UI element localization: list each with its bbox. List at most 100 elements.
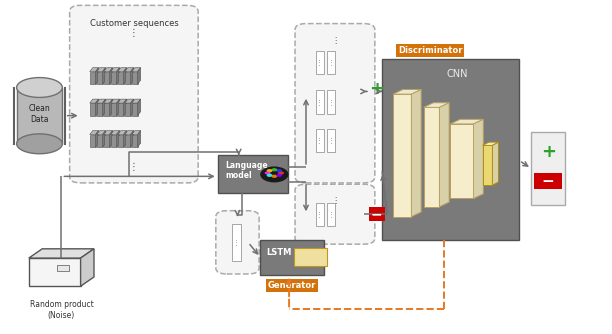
Text: Customer sequences: Customer sequences — [89, 19, 178, 28]
Circle shape — [264, 171, 271, 175]
Polygon shape — [110, 131, 113, 147]
Polygon shape — [483, 142, 499, 146]
Circle shape — [267, 174, 272, 177]
Bar — [118, 103, 124, 116]
Bar — [369, 207, 384, 221]
Bar — [132, 135, 138, 147]
Bar — [316, 91, 324, 114]
Bar — [58, 265, 69, 271]
Polygon shape — [118, 131, 127, 135]
Polygon shape — [103, 67, 105, 84]
Circle shape — [276, 174, 282, 177]
Text: ⋮: ⋮ — [129, 28, 139, 38]
Bar — [132, 71, 138, 84]
Bar — [17, 88, 62, 144]
Polygon shape — [116, 99, 119, 116]
Polygon shape — [138, 67, 141, 84]
Bar — [125, 71, 130, 84]
Ellipse shape — [17, 134, 62, 154]
Text: ⋮: ⋮ — [328, 59, 335, 65]
Bar — [393, 94, 411, 217]
Circle shape — [261, 167, 288, 182]
FancyBboxPatch shape — [216, 211, 259, 274]
Polygon shape — [124, 131, 127, 147]
Bar — [327, 129, 335, 152]
Bar — [327, 203, 335, 226]
Polygon shape — [104, 99, 113, 103]
Polygon shape — [110, 99, 113, 116]
Bar — [97, 103, 103, 116]
Text: −: − — [371, 207, 382, 221]
Text: ⋮: ⋮ — [129, 162, 139, 172]
Polygon shape — [439, 103, 449, 207]
Polygon shape — [103, 99, 105, 116]
Polygon shape — [116, 131, 119, 147]
Text: Language
model: Language model — [225, 161, 267, 180]
Polygon shape — [116, 67, 119, 84]
Bar — [90, 135, 95, 147]
FancyBboxPatch shape — [295, 184, 375, 244]
Bar — [97, 135, 103, 147]
Text: ⋮: ⋮ — [330, 35, 339, 44]
Text: +: + — [540, 143, 556, 161]
Polygon shape — [132, 99, 141, 103]
Polygon shape — [130, 99, 133, 116]
Polygon shape — [110, 67, 113, 84]
Polygon shape — [104, 67, 113, 71]
Bar — [111, 71, 116, 84]
Polygon shape — [132, 67, 141, 71]
Bar — [450, 124, 474, 198]
Polygon shape — [95, 67, 99, 84]
Polygon shape — [103, 131, 105, 147]
Text: CNN: CNN — [447, 69, 468, 79]
Polygon shape — [90, 67, 99, 71]
FancyBboxPatch shape — [295, 24, 375, 183]
Text: ⋮: ⋮ — [316, 99, 323, 105]
Polygon shape — [81, 249, 94, 286]
Polygon shape — [393, 90, 421, 94]
Polygon shape — [95, 131, 99, 147]
Bar — [260, 240, 324, 275]
Polygon shape — [111, 67, 119, 71]
Bar — [316, 203, 324, 226]
Bar — [125, 103, 130, 116]
Bar — [132, 103, 138, 116]
Bar — [90, 71, 95, 84]
Bar — [483, 146, 493, 185]
Bar — [316, 129, 324, 152]
Polygon shape — [29, 249, 94, 258]
Text: ⋮: ⋮ — [330, 196, 339, 205]
Bar — [118, 135, 124, 147]
Polygon shape — [424, 103, 449, 107]
Circle shape — [271, 168, 277, 171]
Text: ⋮: ⋮ — [328, 99, 335, 105]
Polygon shape — [130, 131, 133, 147]
Text: LSTM: LSTM — [266, 247, 292, 257]
Polygon shape — [124, 99, 127, 116]
Polygon shape — [111, 99, 119, 103]
Polygon shape — [132, 131, 141, 135]
Bar — [382, 59, 519, 240]
Text: Generator: Generator — [268, 281, 316, 290]
Bar — [29, 258, 81, 286]
Text: ⋮: ⋮ — [316, 59, 323, 65]
Bar — [294, 248, 327, 266]
Polygon shape — [95, 99, 99, 116]
Text: −: − — [542, 174, 554, 189]
Polygon shape — [138, 99, 141, 116]
Text: ⋮: ⋮ — [316, 137, 323, 143]
Polygon shape — [118, 67, 127, 71]
Bar — [118, 71, 124, 84]
Polygon shape — [125, 67, 133, 71]
Bar — [111, 135, 116, 147]
Bar — [218, 155, 288, 193]
Circle shape — [276, 169, 282, 172]
FancyBboxPatch shape — [70, 5, 198, 183]
Circle shape — [267, 169, 272, 172]
Bar — [111, 103, 116, 116]
Bar — [104, 135, 110, 147]
Bar — [104, 103, 110, 116]
Bar — [327, 50, 335, 74]
Polygon shape — [97, 67, 105, 71]
Bar — [327, 91, 335, 114]
